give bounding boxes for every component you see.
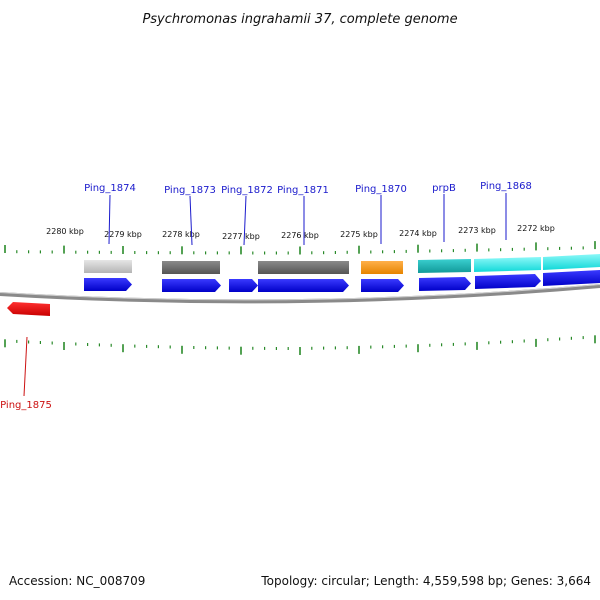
gene-arrow-ping1873[interactable]	[162, 279, 221, 292]
gene-label-ping1873[interactable]: Ping_1873	[164, 185, 216, 196]
gene-arrow-ping1868[interactable]	[475, 274, 541, 289]
scale-label-2278: 2278 kbp	[162, 230, 200, 239]
leader-ping1873	[189, 195, 193, 246]
gene-arrow-ping1872[interactable]	[229, 279, 258, 292]
gene-leader-lines	[108, 193, 507, 246]
gene-label-ping1872[interactable]: Ping_1872	[221, 185, 273, 196]
scale-label-2272: 2272 kbp	[517, 224, 555, 233]
genome-backbone-highlight	[0, 284, 600, 301]
gene-arrow-prpb[interactable]	[419, 277, 471, 291]
feature-ping1871[interactable]	[258, 261, 349, 274]
gene-label-ping1875[interactable]: Ping_1875	[0, 400, 52, 411]
forward-genes	[84, 270, 600, 292]
scale-label-2275: 2275 kbp	[340, 230, 378, 239]
leader-ping1872	[243, 195, 247, 246]
scale-label-2276: 2276 kbp	[281, 231, 319, 240]
feature-ping1873[interactable]	[162, 261, 220, 274]
feature-track	[84, 254, 600, 274]
gene-arrow-next[interactable]	[543, 270, 600, 286]
genome-summary-text: Topology: circular; Length: 4,559,598 bp…	[260, 574, 591, 588]
leader-ping1875	[23, 336, 28, 397]
feature-ping1868[interactable]	[474, 257, 541, 272]
genome-backbone	[0, 284, 600, 304]
gene-label-ping1868[interactable]: Ping_1868	[480, 181, 532, 192]
accession-text: Accession: NC_008709	[9, 574, 145, 588]
feature-prpb[interactable]	[418, 259, 471, 273]
scale-label-2274: 2274 kbp	[399, 229, 437, 238]
scale-label-2279: 2279 kbp	[104, 230, 142, 239]
gene-label-ping1871[interactable]: Ping_1871	[277, 185, 329, 196]
gene-labels: Ping_1874 Ping_1873 Ping_1872 Ping_1871 …	[0, 181, 532, 411]
feature-ping1870[interactable]	[361, 261, 403, 274]
gene-arrow-ping1874[interactable]	[84, 278, 132, 291]
leader-ping1874	[108, 194, 111, 245]
top-scale-ticks	[4, 241, 596, 255]
scale-labels: 2280 kbp 2279 kbp 2278 kbp 2277 kbp 2276…	[46, 224, 555, 241]
gene-label-ping1874[interactable]: Ping_1874	[84, 183, 136, 194]
feature-next-gene[interactable]	[543, 254, 600, 270]
scale-label-2273: 2273 kbp	[458, 226, 496, 235]
gene-arrow-ping1871[interactable]	[258, 279, 349, 292]
feature-ping1874[interactable]	[84, 260, 132, 273]
gene-arrow-ping1870[interactable]	[361, 279, 404, 292]
genome-title: Psychromonas ingrahamii 37, complete gen…	[142, 12, 457, 27]
scale-label-2280: 2280 kbp	[46, 227, 84, 236]
gene-label-prpb[interactable]: prpB	[432, 183, 456, 194]
bottom-scale-ticks	[4, 335, 596, 355]
gene-label-ping1870[interactable]: Ping_1870	[355, 184, 407, 195]
scale-label-2277: 2277 kbp	[222, 232, 260, 241]
gene-arrow-ping1875[interactable]	[7, 302, 50, 316]
